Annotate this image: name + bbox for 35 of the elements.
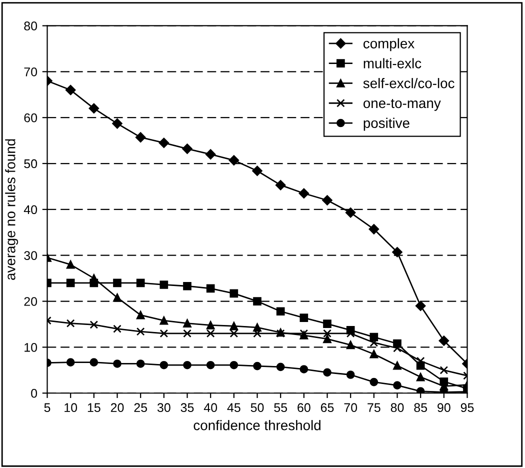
- x-tick-label: 75: [368, 403, 380, 412]
- x-tick-label: 95: [460, 403, 474, 412]
- x-tick-label: 70: [344, 403, 358, 412]
- y-tick-label: 70: [24, 67, 38, 76]
- y-tick-label: 40: [24, 205, 38, 214]
- x-tick-label: 90: [438, 403, 450, 412]
- x-tick-label: 20: [110, 403, 124, 412]
- x-tick-label: 65: [320, 403, 334, 412]
- x-tick-label: 40: [204, 403, 218, 412]
- legend-label: one-to-many: [363, 99, 441, 111]
- y-tick-label: 10: [24, 343, 38, 352]
- x-tick-label: 50: [250, 403, 264, 412]
- x-tick-label: 30: [157, 403, 170, 412]
- legend-label: positive: [364, 118, 410, 131]
- y-axis-title: average no rules found: [5, 139, 18, 280]
- y-tick-label: 80: [24, 22, 38, 30]
- y-tick-label: 20: [24, 297, 38, 306]
- y-tick-label: 60: [24, 113, 38, 122]
- x-tick-label: 55: [274, 403, 288, 412]
- x-tick-label: 15: [88, 403, 100, 412]
- legend-label: multi-exlc: [364, 58, 422, 68]
- x-tick-label: 5: [44, 403, 50, 412]
- x-tick-label: 35: [180, 403, 194, 412]
- x-tick-label: 80: [390, 403, 404, 412]
- x-tick-label: 25: [134, 403, 148, 412]
- y-tick-label: 0: [31, 388, 38, 398]
- legend-label: complex: [364, 38, 414, 52]
- x-tick-label: 60: [298, 403, 310, 412]
- x-tick-label: 85: [414, 403, 428, 412]
- y-tick-label: 50: [24, 159, 38, 168]
- x-axis-title: confidence threshold: [194, 420, 320, 430]
- y-tick-label: 30: [24, 251, 38, 260]
- legend-label: self-excl/co-loc: [363, 78, 454, 88]
- x-tick-label: 45: [227, 403, 240, 412]
- x-tick-label: 10: [64, 403, 78, 412]
